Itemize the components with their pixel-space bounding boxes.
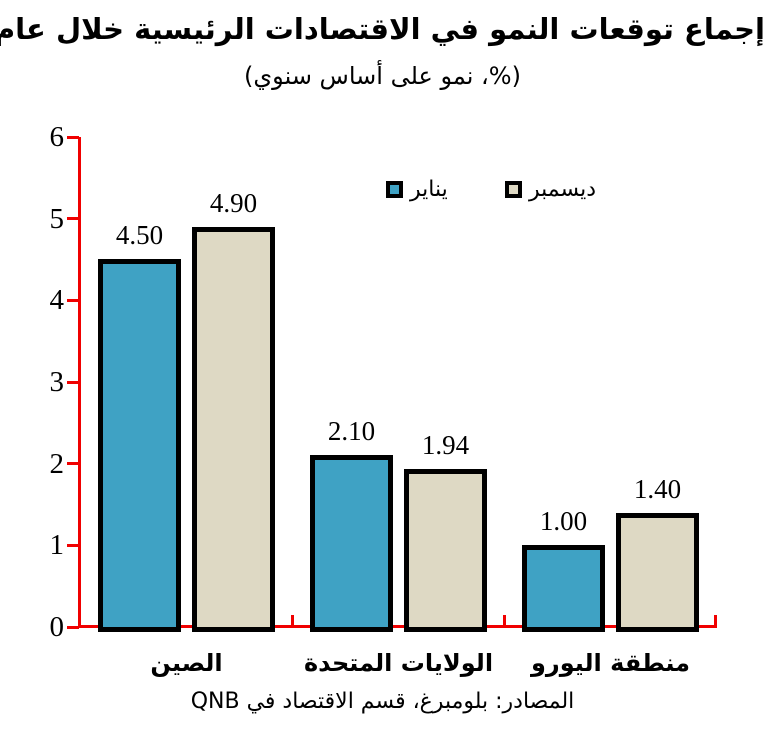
- y-axis-tick-label: 1: [49, 529, 65, 562]
- bar-value-label: 1.00: [539, 506, 588, 536]
- y-axis-tick-label: 0: [49, 611, 65, 643]
- x-axis-tick: [503, 615, 506, 626]
- bar-january: [310, 455, 393, 632]
- y-axis-tick-label: 4: [49, 284, 65, 317]
- y-axis-tick-label: 5: [49, 202, 65, 235]
- legend-label-december: ديسمبر: [529, 177, 597, 202]
- y-axis-tick: [67, 217, 79, 221]
- bar-value-label: 2.10: [327, 416, 376, 446]
- bar-value-label: 1.94: [421, 430, 470, 460]
- bar-january: [98, 259, 181, 632]
- bar-december: [404, 469, 487, 632]
- y-axis-tick: [67, 298, 79, 302]
- category-label: منطقة اليورو: [530, 649, 691, 677]
- chart-title: إجماع توقعات النمو في الاقتصادات الرئيسي…: [0, 12, 765, 46]
- legend-item-december: ديسمبر: [505, 177, 596, 202]
- legend-item-january: يناير: [386, 177, 448, 202]
- x-axis-line: [78, 625, 717, 628]
- december-swatch-icon: [505, 181, 522, 198]
- category-label: الولايات المتحدة: [303, 649, 494, 677]
- x-axis-end-tick: [714, 615, 717, 626]
- bar-january: [522, 545, 605, 632]
- category-label: الصين: [150, 649, 223, 677]
- bar-value-label: 4.90: [209, 188, 258, 218]
- x-axis-tick: [291, 615, 294, 626]
- y-axis-tick: [67, 625, 79, 629]
- y-axis-tick: [67, 543, 79, 547]
- y-axis-line: [78, 137, 81, 628]
- bar-december: [192, 227, 275, 632]
- chart-subtitle: (%، نمو على أساس سنوي): [244, 62, 521, 90]
- bar-value-label: 1.40: [633, 474, 682, 504]
- y-axis-tick-label: 2: [49, 447, 65, 480]
- source-note: المصادر: بلومبرغ، قسم الاقتصاد في QNB: [190, 689, 575, 714]
- y-axis-tick: [67, 135, 79, 139]
- y-axis-tick-label: 6: [49, 121, 65, 153]
- y-axis-tick: [67, 380, 79, 384]
- bar-value-label: 4.50: [115, 220, 164, 250]
- y-axis-tick-label: 3: [49, 366, 65, 398]
- legend-label-january: يناير: [410, 177, 448, 202]
- y-axis-tick: [67, 462, 79, 466]
- january-swatch-icon: [386, 181, 403, 198]
- bar-december: [616, 513, 699, 632]
